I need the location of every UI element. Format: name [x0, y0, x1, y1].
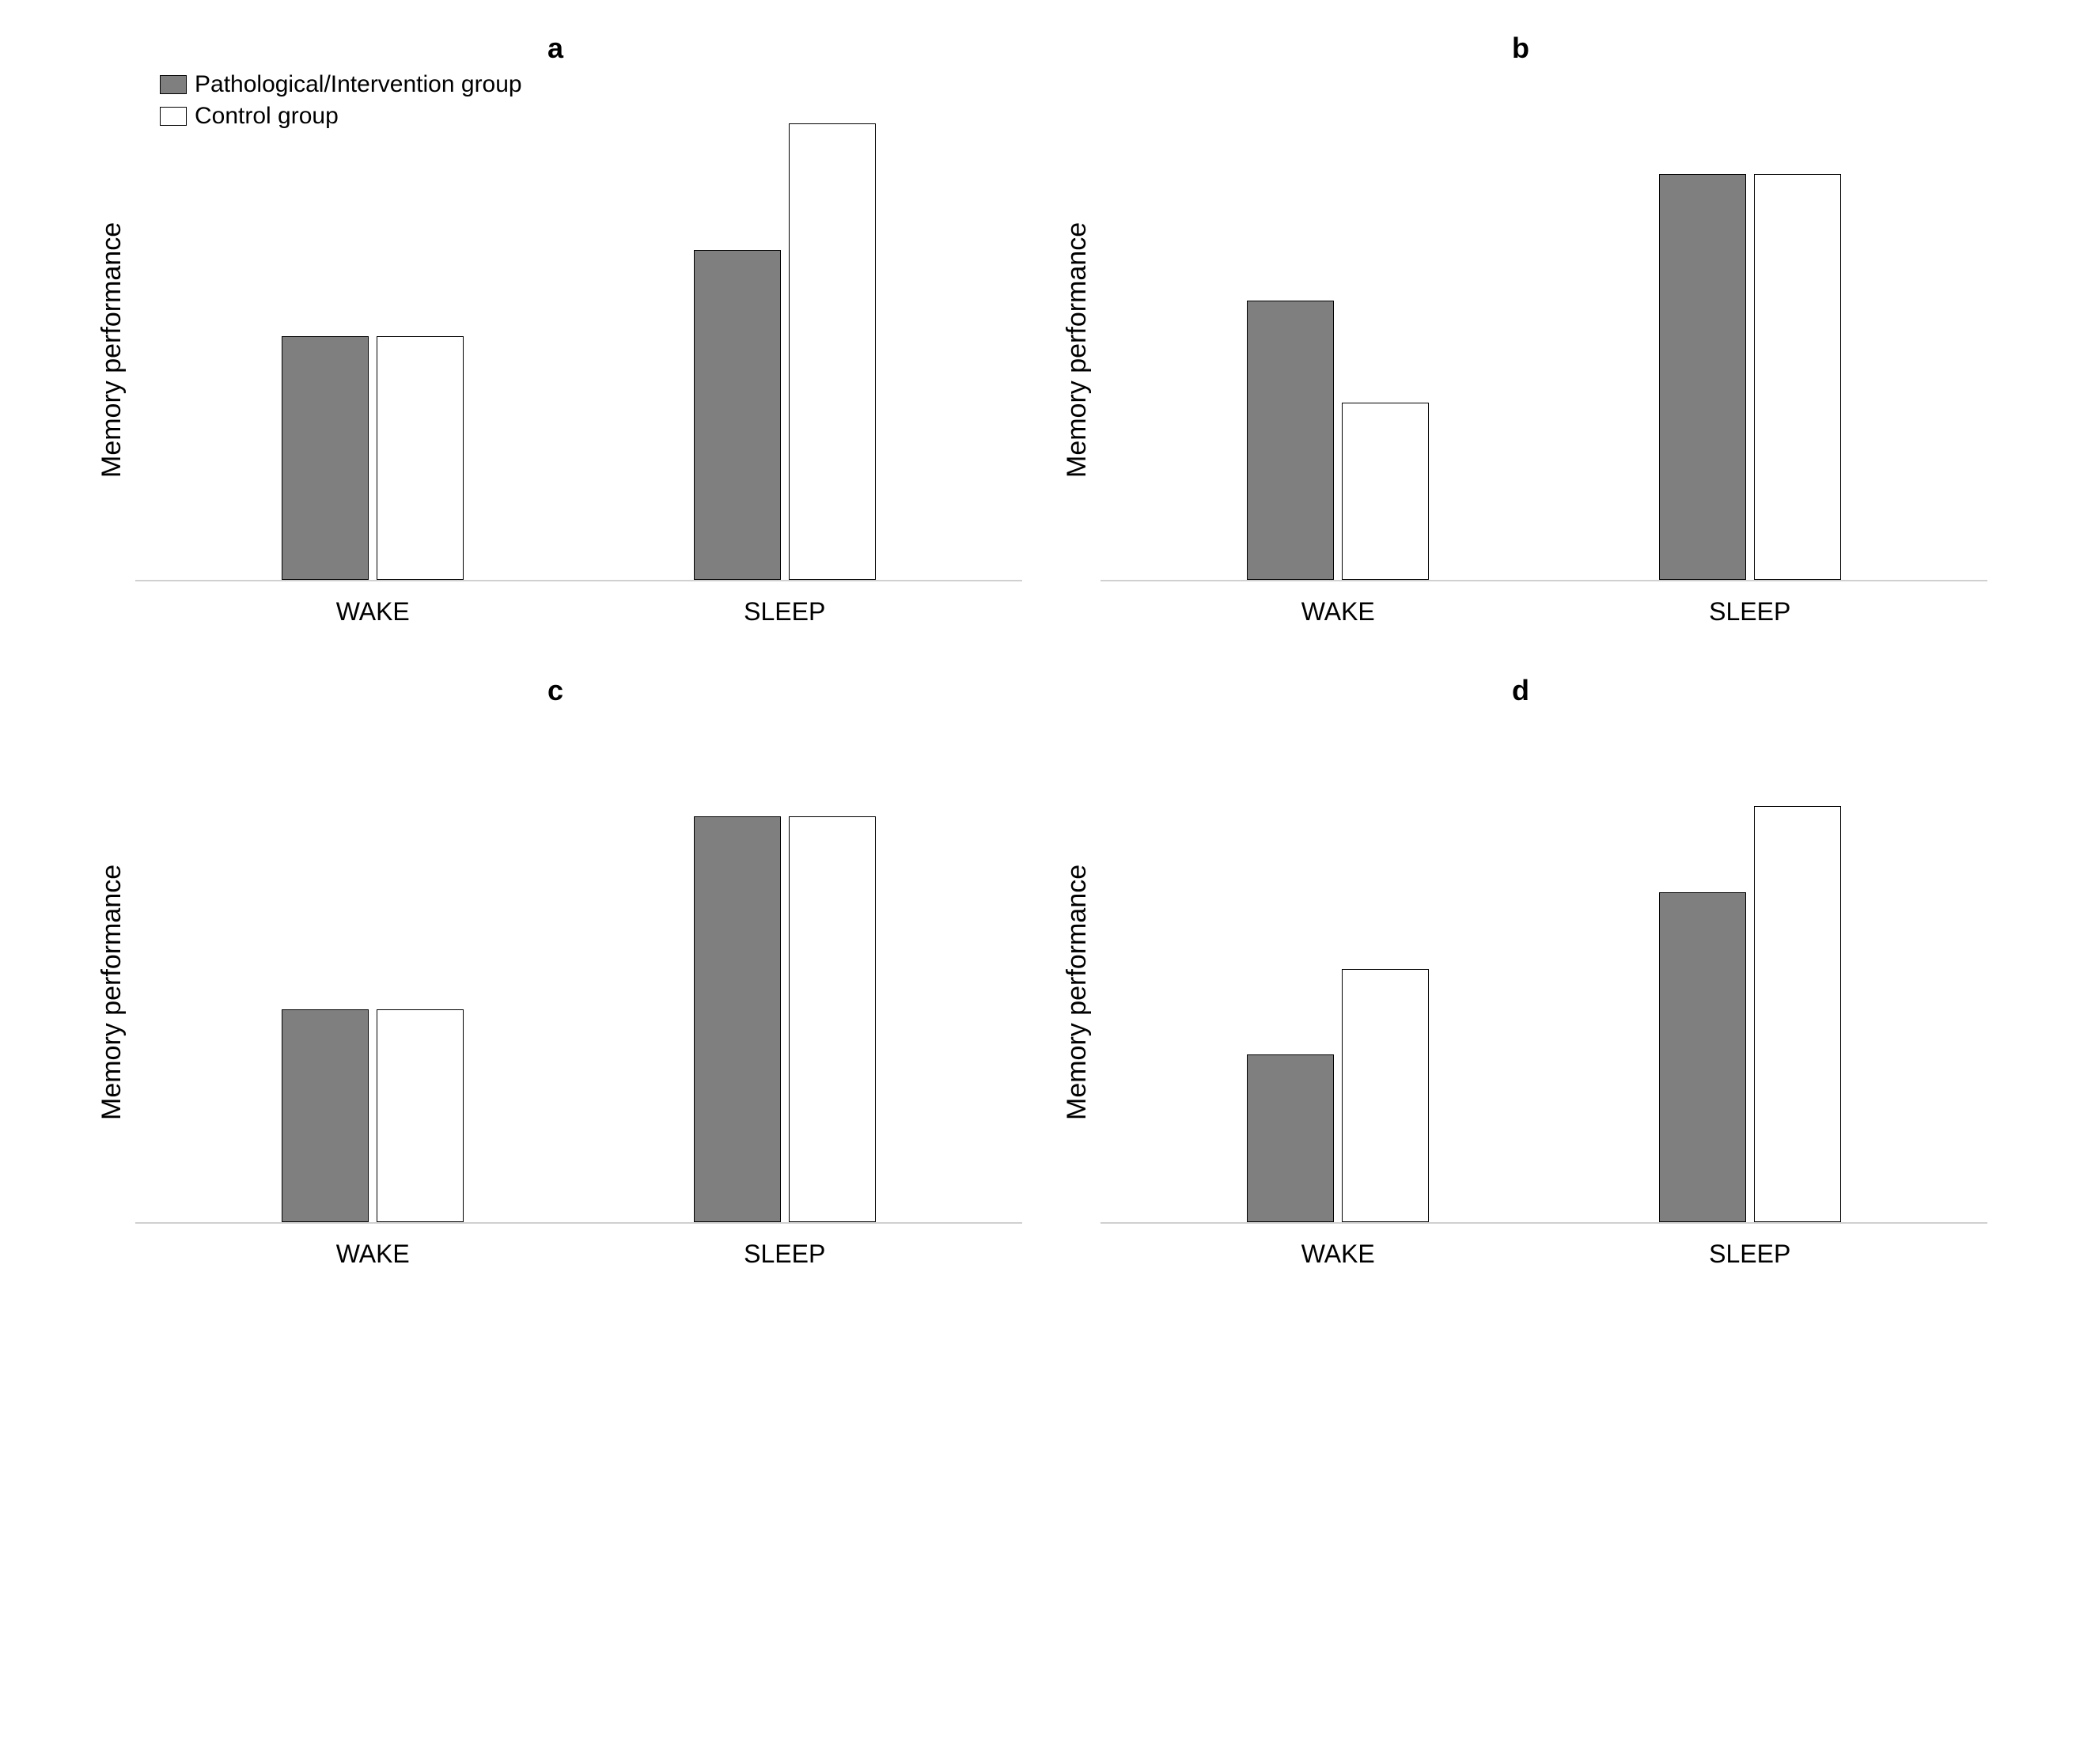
bar-d-wake-control [1342, 969, 1429, 1223]
bar-b-sleep-pathological [1659, 174, 1746, 580]
bar-group-d-sleep [1659, 715, 1841, 1222]
x-label-a-wake: WAKE [282, 597, 464, 626]
bars-region-c [135, 715, 1022, 1224]
bar-c-sleep-pathological [694, 816, 781, 1222]
bar-b-sleep-control [1754, 174, 1841, 580]
x-label-b-sleep: SLEEP [1659, 597, 1841, 626]
x-labels-c: WAKE SLEEP [135, 1224, 1022, 1269]
x-label-a-sleep: SLEEP [694, 597, 876, 626]
bar-d-wake-pathological [1247, 1054, 1334, 1222]
bar-group-b-wake [1247, 73, 1429, 580]
bars-region-d [1101, 715, 1987, 1224]
legend-item-pathological: Pathological/Intervention group [160, 71, 522, 98]
x-label-d-sleep: SLEEP [1659, 1240, 1841, 1269]
x-label-c-wake: WAKE [282, 1240, 464, 1269]
x-labels-b: WAKE SLEEP [1101, 581, 1987, 626]
bars-region-b [1101, 73, 1987, 581]
bar-a-sleep-control [789, 123, 876, 580]
bar-c-wake-pathological [282, 1009, 369, 1222]
y-axis-label-d: Memory performance [1054, 715, 1101, 1269]
x-labels-a: WAKE SLEEP [135, 581, 1022, 626]
bar-group-a-sleep [694, 73, 876, 580]
figure-grid: a Pathological/Intervention group Contro… [89, 32, 1987, 1269]
panel-title-d: d [1512, 674, 1529, 707]
bar-c-wake-control [377, 1009, 464, 1222]
y-axis-label-b: Memory performance [1054, 73, 1101, 626]
plot-area-d: Memory performance WAK [1054, 715, 1987, 1269]
panel-title-c: c [547, 674, 563, 707]
x-label-c-sleep: SLEEP [694, 1240, 876, 1269]
bar-b-wake-pathological [1247, 301, 1334, 580]
legend-swatch-pathological [160, 75, 187, 94]
panel-d: d Memory performance [1054, 674, 1987, 1269]
panel-title-a: a [547, 32, 563, 65]
panel-a: a Pathological/Intervention group Contro… [89, 32, 1022, 626]
bar-group-b-sleep [1659, 73, 1841, 580]
x-label-b-wake: WAKE [1247, 597, 1429, 626]
bar-a-wake-control [377, 336, 464, 580]
y-axis-label-c: Memory performance [89, 715, 135, 1269]
panel-b: b Memory performance [1054, 32, 1987, 626]
chart-body-a: WAKE SLEEP [135, 73, 1022, 626]
bar-a-sleep-pathological [694, 250, 781, 580]
x-label-d-wake: WAKE [1247, 1240, 1429, 1269]
legend-label-pathological: Pathological/Intervention group [195, 71, 522, 98]
chart-body-d: WAKE SLEEP [1101, 715, 1987, 1269]
bar-group-c-sleep [694, 715, 876, 1222]
bar-group-a-wake [282, 73, 464, 580]
plot-area-a: Memory performance WAK [89, 73, 1022, 626]
bar-a-wake-pathological [282, 336, 369, 580]
y-axis-label-a: Memory performance [89, 73, 135, 626]
bar-group-d-wake [1247, 715, 1429, 1222]
legend-swatch-control [160, 107, 187, 126]
bar-groups-b [1101, 73, 1987, 580]
bar-b-wake-control [1342, 403, 1429, 580]
panel-title-b: b [1512, 32, 1529, 65]
bar-group-c-wake [282, 715, 464, 1222]
legend-label-control: Control group [195, 103, 339, 130]
chart-body-c: WAKE SLEEP [135, 715, 1022, 1269]
legend: Pathological/Intervention group Control … [160, 71, 522, 130]
chart-body-b: WAKE SLEEP [1101, 73, 1987, 626]
plot-area-b: Memory performance WAK [1054, 73, 1987, 626]
legend-item-control: Control group [160, 103, 522, 130]
plot-area-c: Memory performance WAK [89, 715, 1022, 1269]
bar-groups-d [1101, 715, 1987, 1222]
x-labels-d: WAKE SLEEP [1101, 1224, 1987, 1269]
bar-d-sleep-pathological [1659, 892, 1746, 1222]
bar-d-sleep-control [1754, 806, 1841, 1222]
bar-c-sleep-control [789, 816, 876, 1222]
bar-groups-a [135, 73, 1022, 580]
panel-c: c Memory performance [89, 674, 1022, 1269]
bar-groups-c [135, 715, 1022, 1222]
bars-region-a [135, 73, 1022, 581]
